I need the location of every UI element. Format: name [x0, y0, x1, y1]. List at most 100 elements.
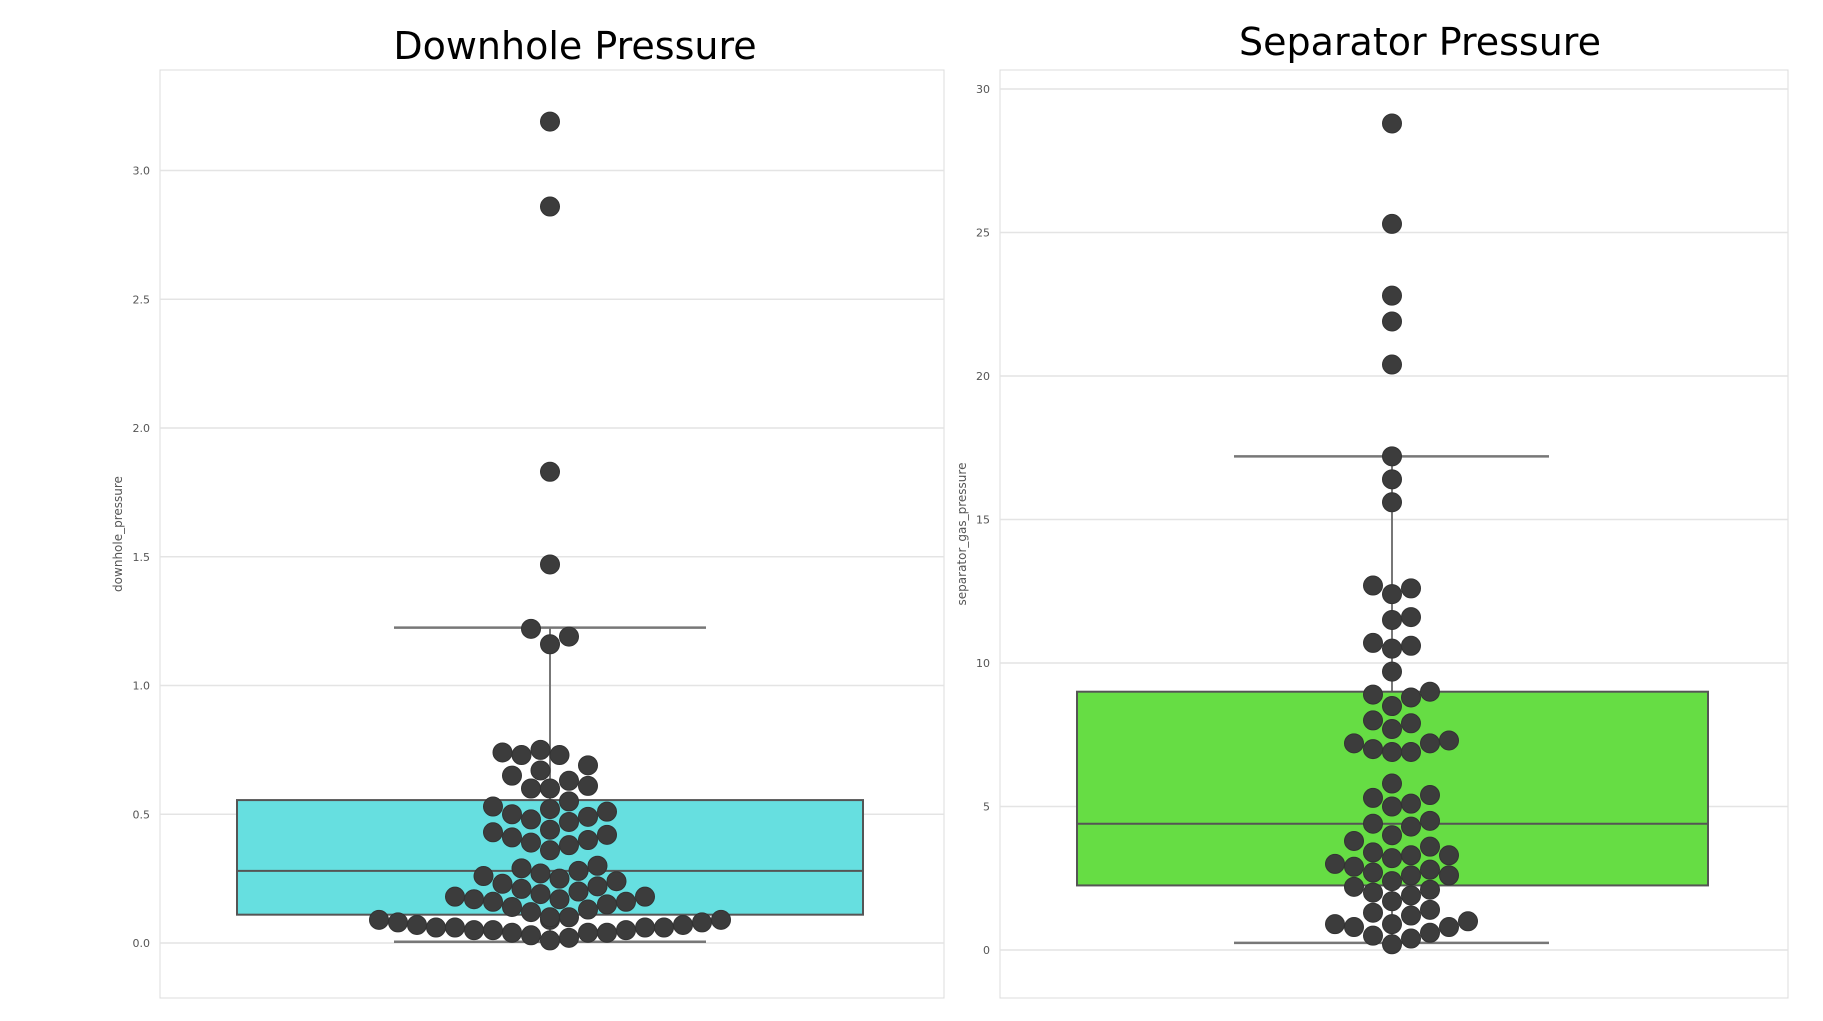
downhole-data-point — [407, 914, 427, 935]
downhole-data-point — [559, 791, 579, 812]
separator-data-point — [1420, 859, 1440, 880]
downhole-data-point — [540, 799, 560, 820]
separator-plot: 0 5 10 15 20 25 30 separator_gas_pressure — [955, 69, 1789, 999]
downhole-data-point — [540, 196, 560, 217]
downhole-data-point — [711, 909, 731, 930]
downhole-data-point — [540, 554, 560, 575]
downhole-data-point — [578, 830, 598, 850]
separator-data-point — [1325, 853, 1345, 874]
downhole-data-point — [464, 920, 484, 941]
separator-data-point — [1363, 575, 1383, 596]
separator-data-point — [1325, 914, 1345, 935]
downhole-data-point — [559, 770, 579, 791]
separator-data-point — [1363, 842, 1383, 863]
downhole-data-point — [464, 889, 484, 910]
downhole-data-point — [616, 920, 636, 941]
separator-data-point — [1382, 285, 1402, 306]
separator-data-point — [1363, 739, 1383, 760]
downhole-data-point — [540, 819, 560, 840]
downhole-data-point — [559, 835, 579, 856]
downhole-data-point — [530, 760, 551, 781]
downhole-data-point — [540, 907, 560, 928]
downhole-data-point — [568, 881, 589, 902]
separator-data-point — [1420, 810, 1440, 831]
separator-data-point — [1382, 773, 1402, 794]
downhole-data-point — [540, 461, 560, 482]
separator-data-point — [1382, 661, 1402, 682]
separator-ytick-label: 5 — [983, 801, 990, 814]
downhole-data-point — [559, 927, 579, 948]
downhole-data-point — [578, 806, 598, 827]
separator-data-point — [1382, 213, 1402, 234]
separator-data-point — [1401, 635, 1421, 656]
separator-data-point — [1363, 882, 1383, 903]
separator-data-point — [1382, 796, 1402, 817]
downhole-data-point — [388, 912, 408, 933]
separator-data-point — [1439, 917, 1459, 938]
separator-data-point — [1401, 713, 1421, 734]
separator-data-point — [1382, 469, 1402, 490]
downhole-data-point — [673, 914, 693, 935]
downhole-ytick-label: 3.0 — [133, 165, 151, 178]
separator-ytick-label: 25 — [976, 227, 990, 240]
separator-data-point — [1382, 934, 1402, 955]
separator-data-point — [1401, 928, 1421, 949]
separator-data-point — [1420, 733, 1440, 754]
downhole-ytick-label: 2.5 — [133, 293, 151, 306]
separator-ytick-label: 10 — [976, 657, 990, 670]
downhole-data-point — [511, 858, 532, 879]
downhole-data-point — [635, 917, 655, 938]
separator-data-point — [1420, 922, 1440, 943]
downhole-data-point — [587, 855, 608, 876]
downhole-data-point — [483, 822, 503, 843]
separator-data-point — [1401, 885, 1421, 906]
downhole-data-point — [597, 801, 617, 822]
downhole-data-point — [559, 907, 579, 928]
downhole-data-point — [483, 920, 503, 941]
separator-data-point — [1382, 311, 1402, 332]
downhole-ytick-label: 0.5 — [133, 808, 151, 821]
downhole-data-point — [549, 745, 570, 766]
downhole-y-axis-label: downhole_pressure — [111, 476, 125, 592]
downhole-data-point — [597, 922, 617, 943]
separator-data-point — [1363, 632, 1383, 653]
downhole-data-point — [635, 886, 655, 907]
downhole-data-point — [530, 739, 551, 760]
downhole-data-point — [445, 886, 465, 907]
downhole-data-point — [483, 796, 503, 817]
downhole-data-point — [502, 896, 522, 917]
downhole-data-point — [502, 804, 522, 825]
downhole-data-point — [587, 876, 608, 897]
separator-data-point — [1344, 856, 1364, 877]
separator-ytick-label: 0 — [983, 944, 990, 957]
downhole-data-point — [549, 889, 570, 910]
downhole-plot: 0.0 0.5 1.0 1.5 2.0 2.5 3.0 downhole_pressure — [111, 69, 945, 999]
downhole-data-point — [606, 871, 627, 892]
separator-data-point — [1344, 917, 1364, 938]
downhole-ytick-label: 2.0 — [133, 422, 151, 435]
downhole-data-point — [502, 922, 522, 943]
separator-data-point — [1382, 638, 1402, 659]
separator-data-point — [1363, 862, 1383, 883]
separator-data-point — [1401, 845, 1421, 866]
downhole-data-point — [492, 873, 513, 894]
downhole-data-point — [559, 811, 579, 832]
separator-data-point — [1401, 793, 1421, 814]
separator-ytick-label: 30 — [976, 83, 990, 96]
separator-pressure-title: Separator Pressure — [1239, 20, 1601, 64]
separator-data-point — [1382, 719, 1402, 740]
downhole-data-point — [426, 917, 446, 938]
separator-data-point — [1363, 787, 1383, 808]
downhole-data-point — [492, 742, 513, 763]
downhole-ytick-label: 1.5 — [133, 551, 151, 564]
separator-data-point — [1363, 710, 1383, 731]
downhole-data-point — [597, 824, 617, 845]
downhole-data-point — [473, 866, 494, 887]
downhole-data-point — [369, 909, 389, 930]
separator-data-point — [1382, 741, 1402, 762]
downhole-data-point — [540, 840, 560, 861]
separator-data-point — [1382, 914, 1402, 935]
separator-data-point — [1382, 584, 1402, 605]
separator-data-point — [1363, 902, 1383, 923]
